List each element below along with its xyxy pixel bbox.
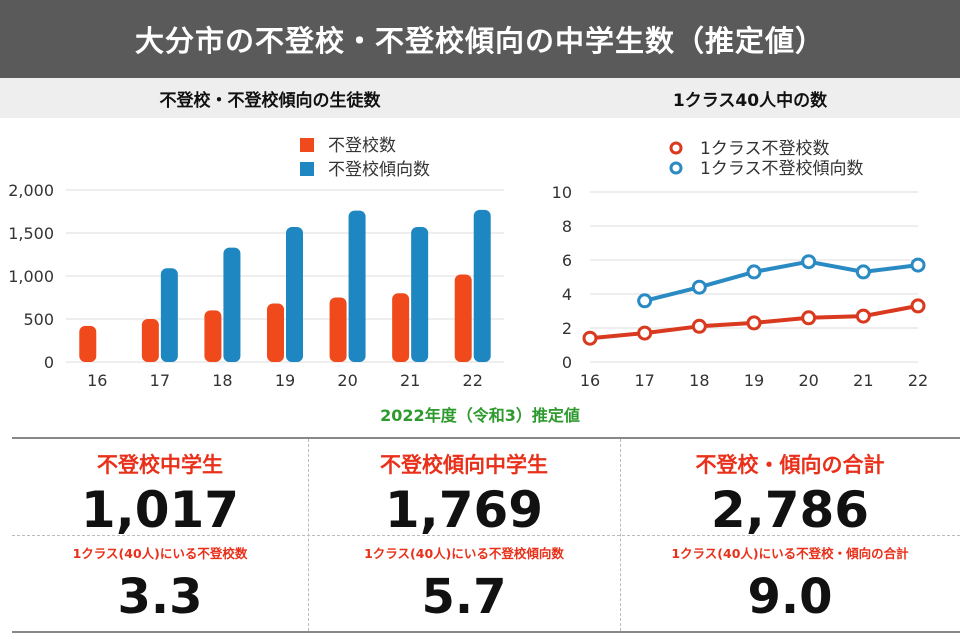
x-tick-label: 19 <box>744 371 764 390</box>
data-point <box>746 264 762 280</box>
bar-futoko <box>267 303 284 362</box>
series-line-keiko <box>644 259 919 303</box>
legend-label: 1クラス不登校数 <box>700 139 829 159</box>
x-tick-label: 17 <box>634 371 654 390</box>
bar-futoko <box>454 274 472 362</box>
legend-label: 1クラス不登校傾向数 <box>700 159 863 179</box>
subtitle-bar <box>0 78 960 118</box>
summary-sub-label: 1クラス(40人)にいる不登校傾向数 <box>364 546 564 561</box>
summary-col-futoko: 不登校中学生 1,017 1クラス(40人)にいる不登校数 3.3 <box>12 439 308 631</box>
data-point <box>746 315 762 331</box>
legend-label: 不登校傾向数 <box>328 160 430 180</box>
bar-chart: 0 500 1,000 1,500 2,000 16 17 18 19 20 21 22 不登校数不登校… <box>8 136 504 390</box>
bar-keiko <box>348 210 366 362</box>
x-tick-label: 20 <box>798 371 818 390</box>
x-tick-label: 22 <box>908 371 928 390</box>
y-tick-label: 1,000 <box>8 267 54 286</box>
bar-keiko <box>411 226 429 362</box>
summary-sub-label: 1クラス(40人)にいる不登校数 <box>72 546 248 561</box>
bar-futoko <box>392 293 410 362</box>
legend-swatch-futoko <box>300 138 314 152</box>
summary-col-keiko: 不登校傾向中学生 1,769 1クラス(40人)にいる不登校傾向数 5.7 <box>308 439 620 631</box>
y-tick-label: 0 <box>562 353 572 372</box>
bar-futoko <box>329 297 347 362</box>
legend-marker <box>669 141 683 155</box>
summary-sub-value: 9.0 <box>747 569 833 625</box>
y-tick-label: 4 <box>562 285 572 304</box>
data-point <box>637 325 653 341</box>
data-point <box>582 330 598 346</box>
bar-futoko <box>141 319 159 362</box>
y-tick-label: 0 <box>44 353 54 372</box>
data-point <box>801 254 817 270</box>
left-chart-title: 不登校・不登校傾向の生徒数 <box>159 91 381 111</box>
column-divider <box>308 439 309 631</box>
x-tick-label: 18 <box>212 371 232 390</box>
bar-keiko <box>473 209 491 362</box>
y-tick-label: 1,500 <box>8 224 54 243</box>
summary-heading: 不登校中学生 <box>97 453 223 477</box>
x-tick-label: 21 <box>853 371 873 390</box>
y-tick-label: 8 <box>562 217 572 236</box>
column-divider <box>620 439 621 631</box>
data-point <box>855 264 871 280</box>
x-tick-label: 16 <box>87 371 107 390</box>
bar-keiko <box>286 226 303 362</box>
right-chart-title: 1クラス40人中の数 <box>672 91 828 111</box>
summary-heading: 不登校・傾向の合計 <box>695 453 885 477</box>
row-divider <box>12 535 960 536</box>
bar-keiko <box>160 268 178 362</box>
summary-table: 不登校中学生 1,017 1クラス(40人)にいる不登校数 3.3 不登校傾向中… <box>12 437 960 633</box>
bar-futoko <box>204 310 222 362</box>
data-point <box>691 279 707 295</box>
data-point <box>855 308 871 324</box>
y-tick-label: 10 <box>552 183 572 202</box>
summary-sub-value: 3.3 <box>117 569 203 625</box>
data-point <box>801 310 817 326</box>
x-tick-label: 22 <box>463 371 483 390</box>
summary-sub-label: 1クラス(40人)にいる不登校・傾向の合計 <box>671 546 909 561</box>
data-point <box>910 257 926 273</box>
y-tick-label: 2 <box>562 319 572 338</box>
summary-value: 2,786 <box>710 481 870 539</box>
y-tick-label: 2,000 <box>8 181 54 200</box>
summary-col-total: 不登校・傾向の合計 2,786 1クラス(40人)にいる不登校・傾向の合計 9.… <box>620 439 960 631</box>
x-tick-label: 17 <box>150 371 170 390</box>
legend-marker <box>669 161 683 175</box>
data-point <box>637 293 653 309</box>
x-tick-label: 20 <box>337 371 357 390</box>
x-tick-label: 18 <box>689 371 709 390</box>
legend-label: 不登校数 <box>328 136 396 156</box>
data-point <box>910 298 926 314</box>
page-title: 大分市の不登校・不登校傾向の中学生数（推定値） <box>0 0 960 78</box>
summary-value: 1,017 <box>80 481 240 539</box>
y-tick-label: 6 <box>562 251 572 270</box>
x-tick-label: 16 <box>580 371 600 390</box>
x-tick-label: 21 <box>400 371 420 390</box>
summary-heading: 不登校傾向中学生 <box>380 453 548 477</box>
summary-sub-value: 5.7 <box>421 569 507 625</box>
x-tick-label: 19 <box>275 371 295 390</box>
summary-value: 1,769 <box>384 481 544 539</box>
bar-keiko <box>223 247 241 362</box>
legend-swatch-keiko <box>300 162 314 176</box>
data-point <box>691 318 707 334</box>
estimate-year-label: 2022年度（令和3）推定値 <box>380 406 580 425</box>
y-tick-label: 500 <box>23 310 54 329</box>
bar-futoko <box>79 325 97 362</box>
